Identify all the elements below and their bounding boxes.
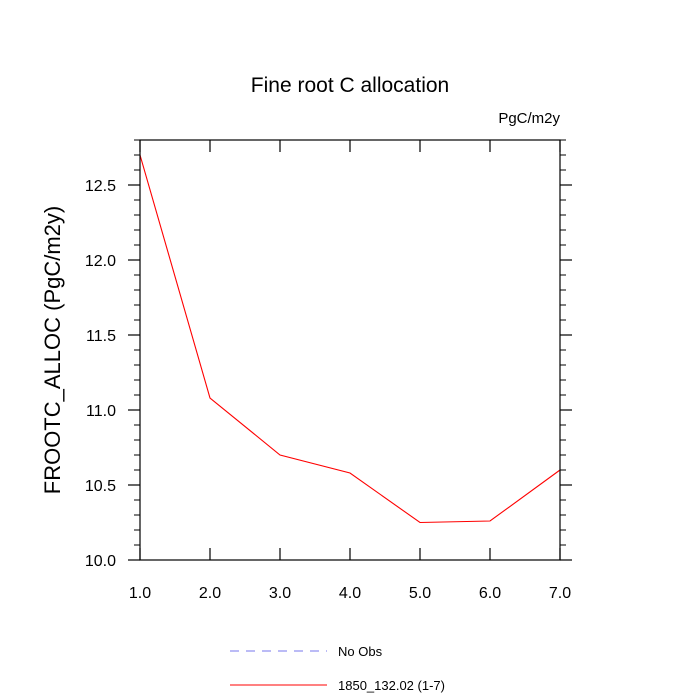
x-tick-label: 7.0	[549, 585, 571, 602]
x-tick-label: 3.0	[269, 585, 291, 602]
y-tick-label: 11.0	[86, 403, 116, 420]
plot-frame	[139, 139, 561, 561]
chart-title: Fine root C allocation	[251, 74, 449, 97]
y-tick-label: 10.5	[85, 478, 116, 495]
x-tick-label: 1.0	[129, 585, 151, 602]
legend: No Obs 1850_132.02 (1-7)	[230, 644, 445, 693]
legend-label: 1850_132.02 (1-7)	[338, 678, 445, 693]
series-layer	[139, 154, 561, 524]
y-tick-label: 12.5	[85, 178, 116, 195]
x-tick-label: 2.0	[199, 585, 221, 602]
y-tick-label: 11.5	[86, 328, 116, 345]
axis-ticks	[128, 139, 572, 561]
units-label: PgC/m2y	[498, 110, 560, 127]
y-tick-label: 12.0	[85, 253, 116, 270]
x-tick-label: 4.0	[339, 585, 361, 602]
series-line	[139, 154, 561, 524]
y-tick-label: 10.0	[85, 553, 116, 570]
x-tick-label: 5.0	[409, 585, 431, 602]
x-tick-label: 6.0	[479, 585, 501, 602]
tick-labels: 1.0 2.0 3.0 4.0 5.0 6.0 7.0 10.0 10.5 11.0 11.5 12.…	[85, 178, 571, 602]
y-axis-label: FROOTC_ALLOC (PgC/m2y)	[40, 206, 65, 495]
legend-label: No Obs	[338, 644, 383, 659]
